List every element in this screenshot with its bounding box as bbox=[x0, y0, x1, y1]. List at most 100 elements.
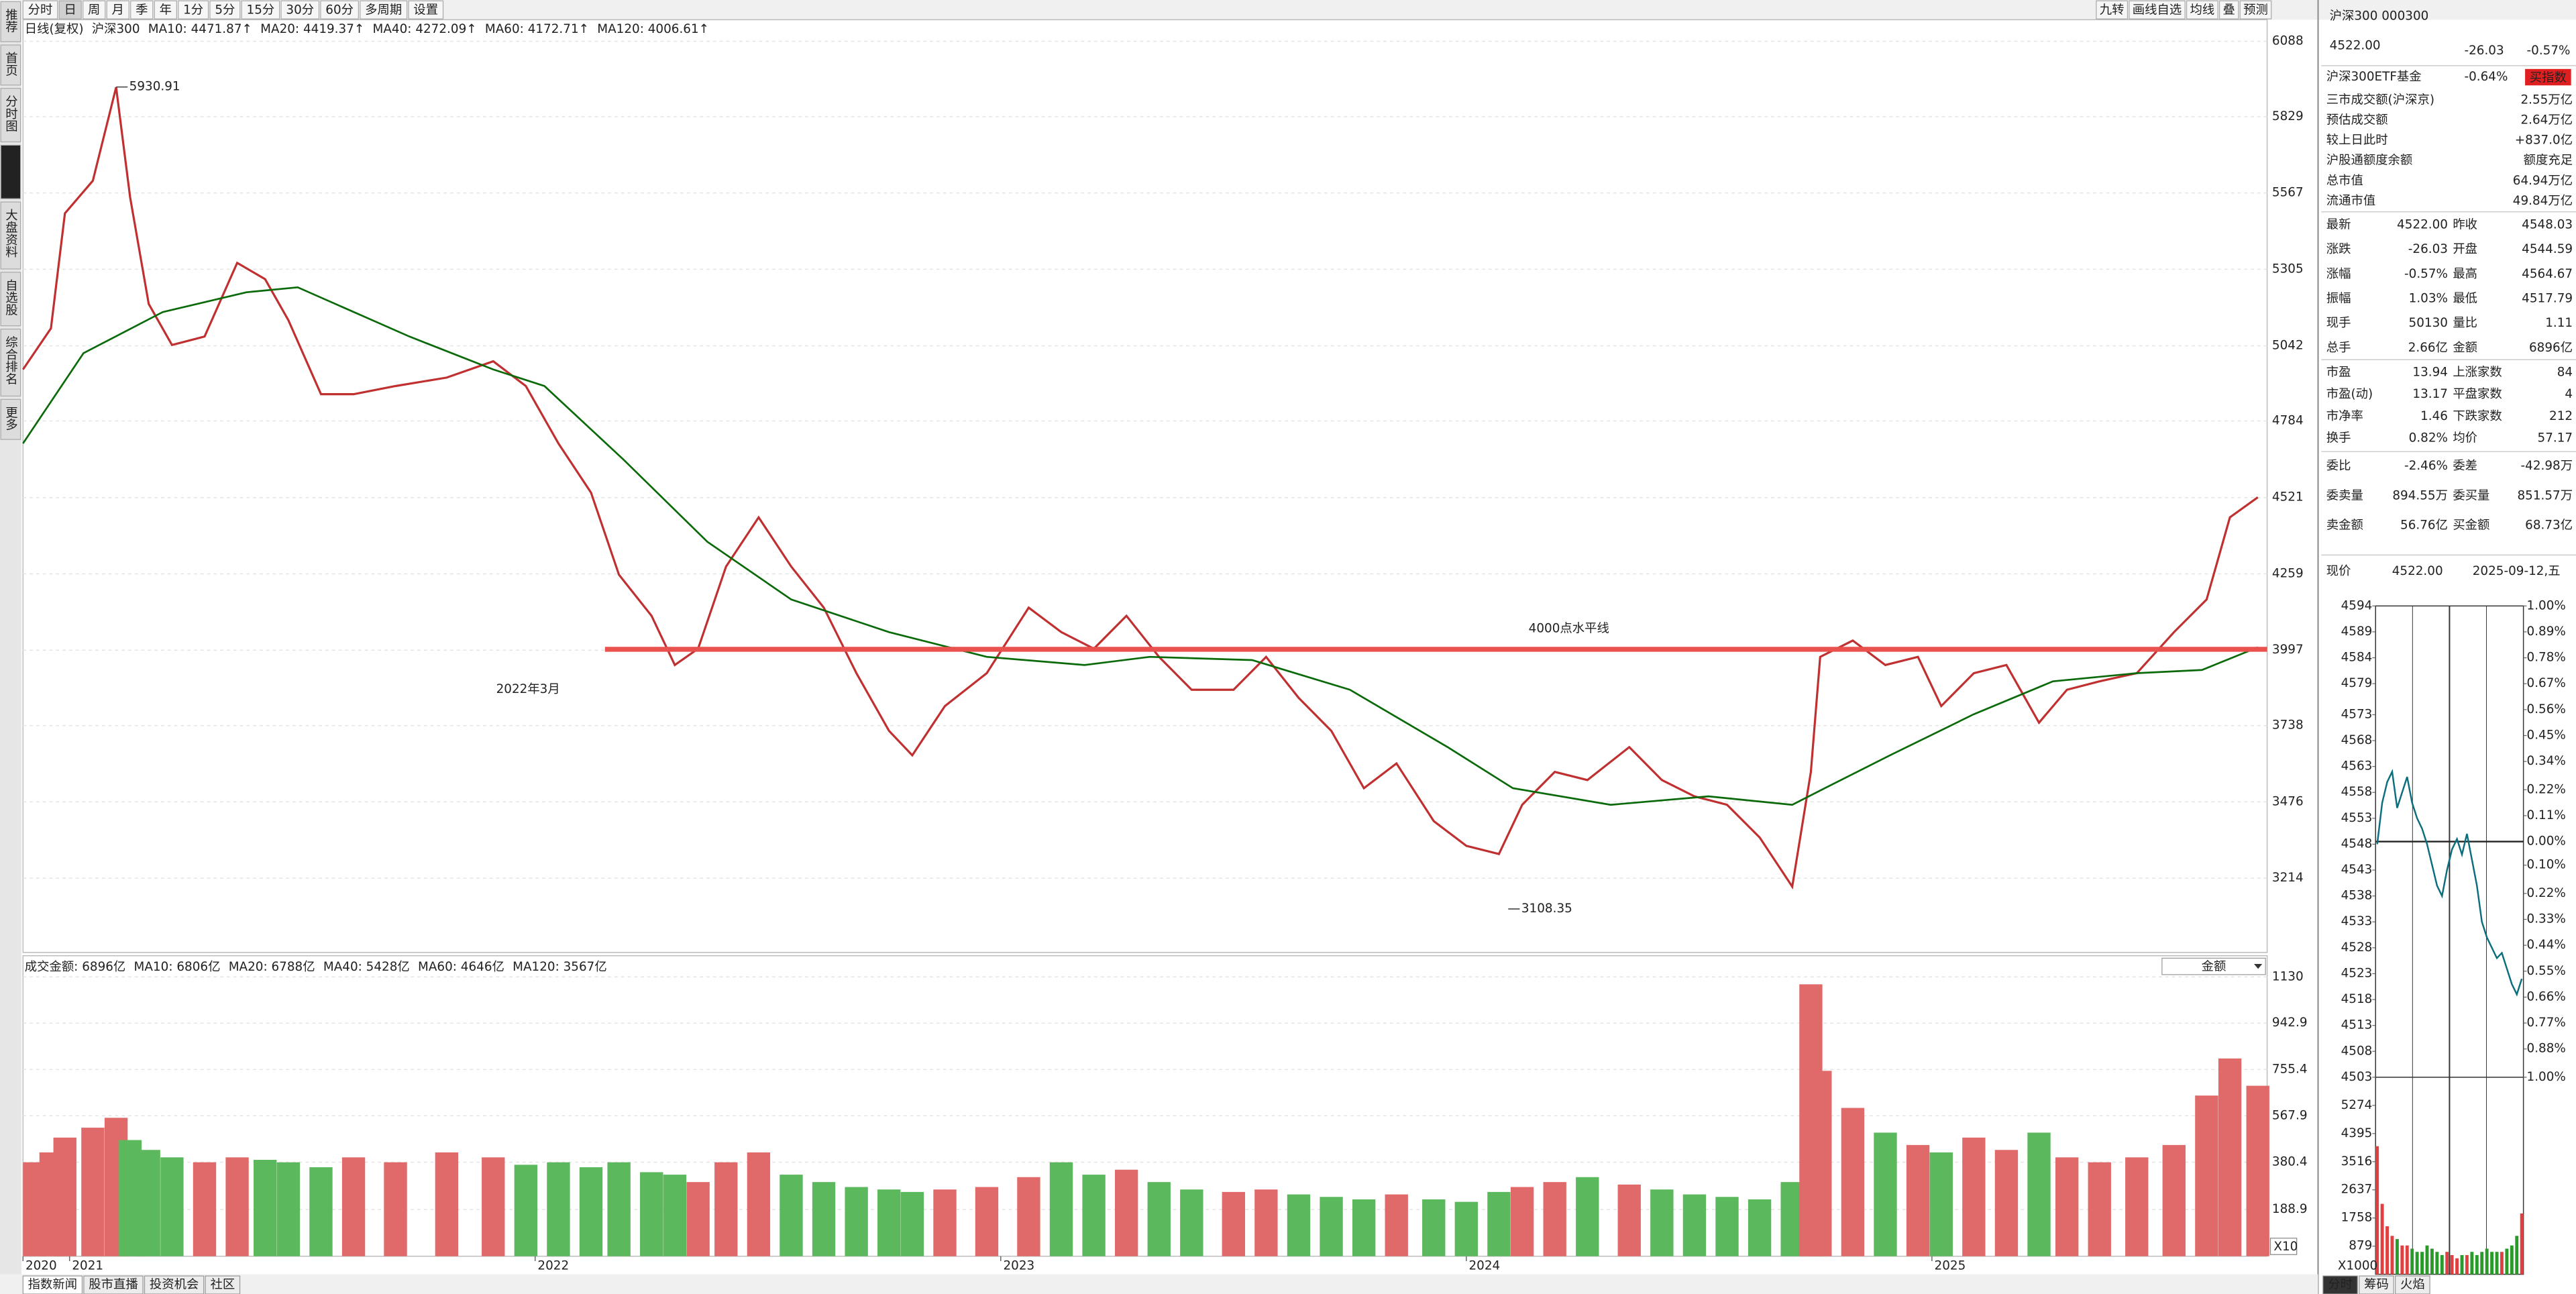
stat-label: 三市成交额(沪深京) bbox=[2326, 93, 2434, 107]
sidebar-tab[interactable]: K线图 bbox=[3, 152, 17, 191]
bottom-tab-bg[interactable] bbox=[22, 1275, 83, 1294]
period-tab[interactable]: 年 bbox=[160, 3, 172, 17]
bottom-tab[interactable]: 指数新闻 bbox=[28, 1278, 77, 1292]
intraday-tab[interactable]: 分时 bbox=[2328, 1278, 2353, 1292]
volume-bar bbox=[663, 1175, 687, 1256]
sidebar-tab[interactable]: 推荐 bbox=[3, 8, 17, 34]
period-tab-bg bbox=[106, 0, 129, 19]
annotation-label: 3108.35 bbox=[1521, 902, 1572, 916]
sidebar-tab-bg[interactable] bbox=[0, 272, 21, 327]
annotation-note: 2022年3月 bbox=[496, 682, 560, 696]
field-value: 851.57万 bbox=[2517, 488, 2573, 502]
main-frame bbox=[22, 19, 2268, 953]
intraday-volume-bar bbox=[2505, 1248, 2509, 1275]
bottom-tab-bg[interactable] bbox=[205, 1275, 241, 1294]
sidebar-tab-bg[interactable] bbox=[0, 88, 21, 143]
intraday-volume-bar bbox=[2385, 1226, 2389, 1275]
etf-name[interactable]: 沪深300ETF基金 bbox=[2326, 70, 2422, 84]
bottom-tab[interactable]: 社区 bbox=[210, 1278, 235, 1292]
y2-tick-label: 1.00% bbox=[2527, 598, 2566, 612]
period-tab-bg bbox=[130, 0, 154, 19]
period-tab[interactable]: 周 bbox=[88, 3, 100, 17]
period-tab[interactable]: 日 bbox=[64, 3, 76, 17]
y-tick-label: 4543 bbox=[2341, 863, 2373, 877]
etf-change: -0.64% bbox=[2464, 70, 2508, 84]
period-tab[interactable]: 15分 bbox=[247, 3, 275, 17]
bottom-tab-bg[interactable] bbox=[144, 1275, 205, 1294]
period-tab[interactable]: 分时 bbox=[28, 3, 53, 17]
period-tab[interactable]: 1分 bbox=[183, 3, 203, 17]
field-value: -42.98万 bbox=[2521, 459, 2573, 473]
legend-item: MA40: 4272.09↑ bbox=[373, 22, 477, 36]
intraday-volume-bar bbox=[2455, 1258, 2459, 1275]
sidebar-tab[interactable]: 综合排名 bbox=[3, 335, 17, 384]
period-tab[interactable]: 月 bbox=[112, 3, 124, 17]
sidebar-tab[interactable]: 更多 bbox=[3, 406, 17, 431]
period-tab[interactable]: 30分 bbox=[286, 3, 314, 17]
volume-bar bbox=[2055, 1157, 2079, 1256]
sidebar-tab-bg[interactable] bbox=[0, 144, 21, 199]
intraday-volume-bar bbox=[2520, 1213, 2524, 1275]
period-tab[interactable]: 5分 bbox=[215, 3, 235, 17]
volume-bar bbox=[276, 1162, 301, 1256]
y-tick-label: 4528 bbox=[2341, 940, 2373, 955]
intraday-volume-bar bbox=[2495, 1252, 2499, 1275]
intraday-line bbox=[2376, 769, 2523, 997]
y2-tick-label: 0.33% bbox=[2527, 912, 2566, 926]
y-tick-label: 4584 bbox=[2341, 651, 2373, 665]
legend-item: MA120: 3567亿 bbox=[513, 960, 607, 974]
bottom-tab[interactable]: 股市直播 bbox=[89, 1278, 138, 1292]
x-tick-label: 2023 bbox=[1003, 1258, 1034, 1273]
sidebar-tab-bg[interactable] bbox=[0, 1, 21, 42]
period-tab-bg bbox=[209, 0, 241, 19]
field-value: 68.73亿 bbox=[2525, 518, 2573, 532]
stat-label: 总市值 bbox=[2326, 174, 2363, 188]
bottom-tab[interactable]: 投资机会 bbox=[150, 1278, 199, 1292]
y2-tick-label: 0.45% bbox=[2527, 729, 2566, 743]
intraday-tab[interactable]: 火焰 bbox=[2400, 1278, 2425, 1292]
intraday-tab-bg[interactable] bbox=[2322, 1275, 2358, 1294]
tool-tab[interactable]: 叠 bbox=[2222, 3, 2235, 17]
volume-bar bbox=[514, 1165, 538, 1256]
intraday-volume-bar bbox=[2390, 1236, 2394, 1275]
field-label: 卖金额 bbox=[2326, 518, 2363, 532]
sidebar-tab[interactable]: 首页 bbox=[3, 52, 17, 76]
price-line bbox=[21, 87, 2259, 889]
sidebar-tab[interactable]: 自选股 bbox=[3, 279, 17, 316]
buy-button[interactable]: 买指数 bbox=[2530, 70, 2567, 85]
volume-bar bbox=[579, 1167, 603, 1256]
tool-tab[interactable]: 均线 bbox=[2190, 3, 2214, 17]
intraday-tab-bg[interactable] bbox=[2395, 1275, 2430, 1294]
bottom-tab-bg[interactable] bbox=[83, 1275, 144, 1294]
volume-bar bbox=[1385, 1194, 1408, 1256]
sidebar-tab-bg[interactable] bbox=[0, 398, 21, 440]
tool-tab[interactable]: 预测 bbox=[2243, 3, 2268, 17]
selector-box[interactable] bbox=[2161, 957, 2266, 975]
intraday-volume-bar bbox=[2440, 1254, 2444, 1275]
tool-tab[interactable]: 九转 bbox=[2100, 3, 2125, 17]
intraday-volume-bar bbox=[2420, 1252, 2424, 1275]
volume-bar bbox=[1994, 1150, 2019, 1256]
period-tab[interactable]: 设置 bbox=[413, 3, 438, 17]
period-tab[interactable]: 多周期 bbox=[365, 3, 402, 17]
y-tick-label: 4594 bbox=[2341, 598, 2373, 612]
selector[interactable]: 金额 bbox=[2202, 959, 2226, 973]
period-tab[interactable]: 60分 bbox=[325, 3, 354, 17]
intraday-tab-bg[interactable] bbox=[2359, 1275, 2394, 1294]
y-tick-label: 4538 bbox=[2341, 889, 2373, 903]
sidebar-tab[interactable]: 分时图 bbox=[3, 95, 17, 131]
sidebar-tab-bg[interactable] bbox=[0, 44, 21, 86]
sidebar-tab-bg[interactable] bbox=[0, 201, 21, 270]
volume-bar bbox=[435, 1152, 459, 1256]
volume-bar bbox=[1487, 1191, 1511, 1256]
period-tab[interactable]: 季 bbox=[136, 3, 148, 17]
sidebar-tab[interactable]: 大盘资料 bbox=[3, 209, 17, 258]
buy-button-bg[interactable] bbox=[2525, 68, 2571, 86]
period-tab-bg bbox=[58, 0, 82, 19]
intraday-volume-bar bbox=[2465, 1254, 2469, 1275]
tool-tab[interactable]: 画线自选 bbox=[2133, 3, 2182, 17]
x-tick-label: 2022 bbox=[537, 1258, 569, 1273]
volume-bar bbox=[607, 1162, 631, 1256]
sidebar-tab-bg[interactable] bbox=[0, 328, 21, 397]
intraday-tab[interactable]: 筹码 bbox=[2364, 1278, 2389, 1292]
